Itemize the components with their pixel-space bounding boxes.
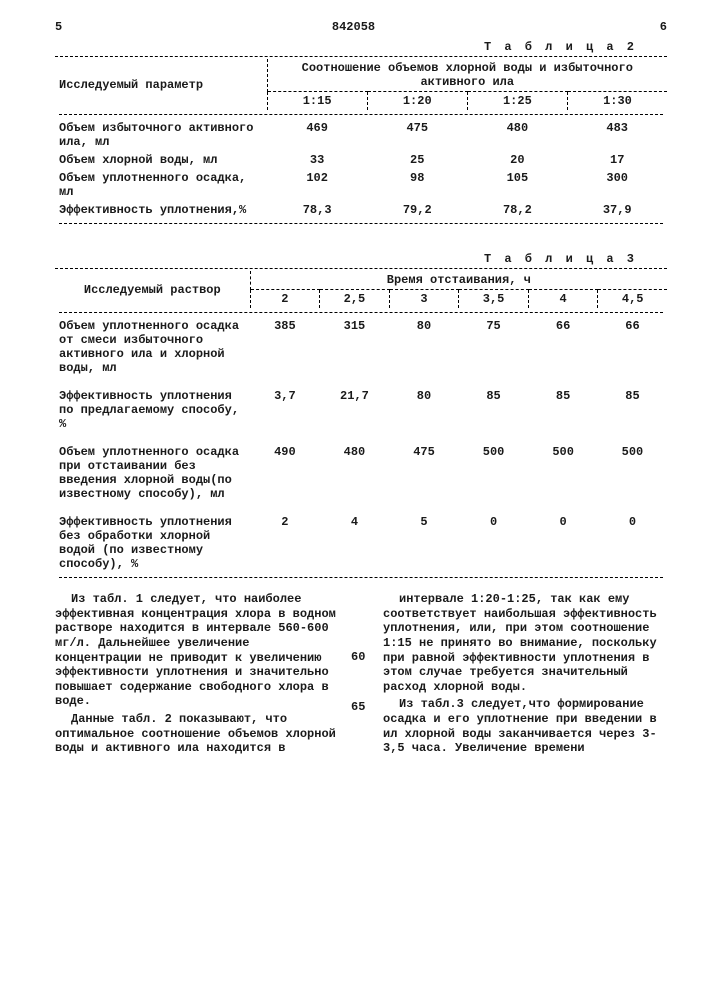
table3-col-param: Исследуемый раствор (55, 271, 250, 308)
paragraph: Из табл. 1 следует, что наиболее эффекти… (55, 592, 339, 709)
right-column: интервале 1:20-1:25, так как ему соответ… (383, 592, 667, 759)
table3-title: Т а б л и ц а 3 (55, 252, 637, 266)
table2-ratio-3: 1:30 (567, 92, 667, 111)
line-numbers: 60 65 (351, 592, 371, 759)
table3-col-group: Время отстаивания, ч (250, 271, 667, 290)
table2-col-group: Соотношение объемов хлорной воды и избыт… (267, 59, 667, 92)
table-row: Объем уплотненного осадка при отстаивани… (55, 443, 667, 503)
table-row: Эффективность уплотнения без обработки х… (55, 513, 667, 573)
table-row: Объем уплотненного осадка от смеси избыт… (55, 317, 667, 377)
table2-col-param: Исследуемый параметр (55, 59, 267, 110)
paragraph: Данные табл. 2 показывают, что оптимальн… (55, 712, 339, 756)
left-column: Из табл. 1 следует, что наиболее эффекти… (55, 592, 339, 759)
doc-number: 842058 (0, 20, 707, 34)
table-row: Эффективность уплотнения по предлагаемом… (55, 387, 667, 433)
table2-title: Т а б л и ц а 2 (55, 40, 637, 54)
table2-ratio-2: 1:25 (467, 92, 567, 111)
table-row: Объем избыточного активного ила, мл 469 … (55, 119, 667, 151)
table3: Исследуемый раствор Время отстаивания, ч… (55, 271, 667, 582)
table-row: Объем хлорной воды, мл 33 25 20 17 (55, 151, 667, 169)
table-row: Эффективность уплотнения,% 78,3 79,2 78,… (55, 201, 667, 219)
paragraph: интервале 1:20-1:25, так как ему соответ… (383, 592, 667, 694)
table-row: Объем уплотненного осадка, мл 102 98 105… (55, 169, 667, 201)
table2-ratio-1: 1:20 (367, 92, 467, 111)
body-text: Из табл. 1 следует, что наиболее эффекти… (55, 592, 667, 759)
table2: Исследуемый параметр Соотношение объемов… (55, 59, 667, 228)
paragraph: Из табл.3 следует,что формирование осадк… (383, 697, 667, 756)
table2-ratio-0: 1:15 (267, 92, 367, 111)
